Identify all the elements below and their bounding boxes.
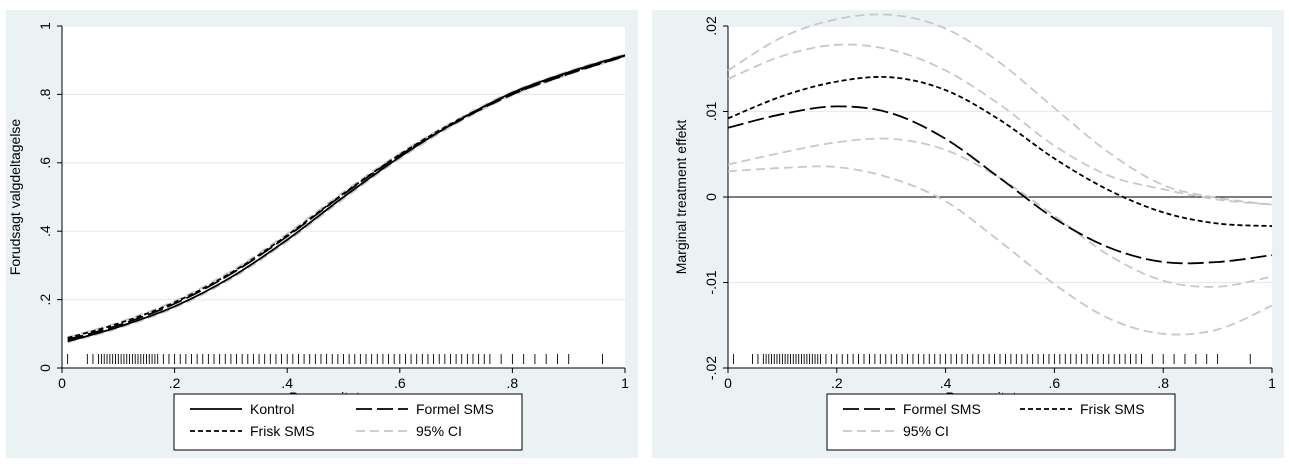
x-tick-label: .2 [169,375,181,391]
series-line-ci-band [67,55,626,344]
legend-box [173,393,523,451]
chart-panel-right: -.02-.010.01.020.2.4.6.81Propensitet sco… [652,10,1284,458]
x-tick-label: .6 [394,375,406,391]
x-tick-label: .2 [831,375,843,391]
y-tick-label: .8 [37,88,53,100]
x-tick-label: .4 [281,375,293,391]
x-tick-label: .6 [1049,375,1061,391]
x-tick-label: 0 [58,375,66,391]
series-line-frisk-sms [727,76,1273,227]
y-tick-label: -.01 [703,270,719,294]
y-tick-label: -.02 [703,356,719,380]
legend-label: Formel SMS [416,401,494,417]
legend-label: Frisk SMS [1080,401,1145,417]
series-line-kontrol [67,54,626,343]
x-tick-label: 1 [1268,375,1276,391]
series-line-formel-sms [727,105,1273,265]
y-axis-title: Marginal treatment effekt [673,120,689,275]
y-tick-label: .01 [703,102,719,122]
y-tick-label: .02 [703,16,719,36]
series-line-95-ci [67,53,626,339]
x-tick-label: 1 [621,375,629,391]
legend-label: Frisk SMS [250,423,315,439]
chart-panel-left: 0.2.4.6.810.2.4.6.81Propensitet scoreFor… [6,10,638,458]
series-line-ci-band [727,137,1273,288]
x-tick-label: .8 [507,375,519,391]
x-tick-label: .8 [1157,375,1169,391]
legend-label: 95% CI [903,423,949,439]
legend-label: 95% CI [416,423,462,439]
x-tick-label: .4 [940,375,952,391]
series-line-ci-band [727,165,1273,336]
y-tick-label: 0 [37,364,53,372]
y-tick-label: .2 [37,294,53,306]
series-line-frisk-sms [67,54,626,339]
y-tick-label: .6 [37,157,53,169]
series-line-95-ci [727,13,1273,206]
chart-right-svg: -.02-.010.01.020.2.4.6.81Propensitet sco… [673,13,1276,451]
legend-label: Kontrol [250,401,294,417]
x-tick-label: 0 [724,375,732,391]
legend-box [826,393,1176,451]
legend-label: Formel SMS [903,401,981,417]
y-tick-label: 0 [703,193,719,201]
y-axis-title: Forudsagt valgdeltagelse [7,119,23,276]
y-tick-label: .4 [37,225,53,237]
chart-left-svg: 0.2.4.6.810.2.4.6.81Propensitet scoreFor… [7,22,629,451]
series-line-ci-band [727,43,1273,206]
y-tick-label: 1 [37,22,53,30]
